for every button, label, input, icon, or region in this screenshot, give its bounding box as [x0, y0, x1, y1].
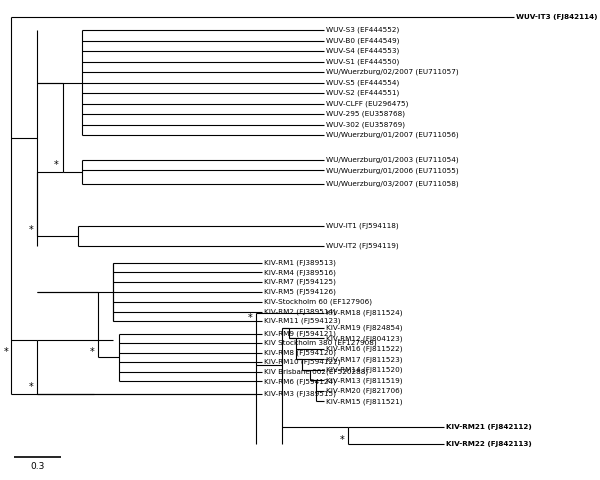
- Text: WUV-B0 (EF444549): WUV-B0 (EF444549): [326, 37, 400, 44]
- Text: 0.3: 0.3: [31, 462, 45, 471]
- Text: KIV Brisbane 002(EF520288): KIV Brisbane 002(EF520288): [264, 369, 368, 375]
- Text: *: *: [4, 347, 9, 357]
- Text: KIV-RM8 (FJ594120): KIV-RM8 (FJ594120): [264, 349, 336, 356]
- Text: KIV-RM17 (FJ811523): KIV-RM17 (FJ811523): [326, 356, 403, 362]
- Text: *: *: [248, 313, 253, 323]
- Text: WU/Wuerzburg/01/2003 (EU711054): WU/Wuerzburg/01/2003 (EU711054): [326, 156, 459, 163]
- Text: *: *: [29, 382, 34, 392]
- Text: WUV-S3 (EF444552): WUV-S3 (EF444552): [326, 27, 400, 33]
- Text: *: *: [340, 435, 345, 445]
- Text: WUV-S4 (EF444553): WUV-S4 (EF444553): [326, 48, 400, 54]
- Text: KIV-RM2 (FJ389514): KIV-RM2 (FJ389514): [264, 308, 336, 315]
- Text: KIV-RM13 (FJ811519): KIV-RM13 (FJ811519): [326, 377, 403, 384]
- Text: KIV-RM4 (FJ389516): KIV-RM4 (FJ389516): [264, 269, 336, 276]
- Text: *: *: [90, 347, 95, 357]
- Text: KIV-Stockholm 60 (EF127906): KIV-Stockholm 60 (EF127906): [264, 299, 372, 305]
- Text: KIV-RM1 (FJ389513): KIV-RM1 (FJ389513): [264, 260, 336, 266]
- Text: KIV-RM6 (FJ594124): KIV-RM6 (FJ594124): [264, 378, 336, 384]
- Text: KIV-RM10 (FJ594122): KIV-RM10 (FJ594122): [264, 359, 340, 365]
- Text: WUV-S1 (EF444550): WUV-S1 (EF444550): [326, 58, 400, 65]
- Text: KIV-RM5 (FJ594126): KIV-RM5 (FJ594126): [264, 288, 336, 295]
- Text: KIV-RM14 (FJ811520): KIV-RM14 (FJ811520): [326, 367, 403, 373]
- Text: WUV-IT3 (FJ842114): WUV-IT3 (FJ842114): [517, 13, 598, 20]
- Text: WUV-CLFF (EU296475): WUV-CLFF (EU296475): [326, 100, 409, 107]
- Text: KIV-RM3 (FJ389515): KIV-RM3 (FJ389515): [264, 390, 336, 397]
- Text: KIV-RM15 (FJ811521): KIV-RM15 (FJ811521): [326, 398, 403, 405]
- Text: KIV-RM21 (FJ842112): KIV-RM21 (FJ842112): [446, 424, 532, 430]
- Text: KIV-RM19 (FJ824854): KIV-RM19 (FJ824854): [326, 324, 403, 331]
- Text: WU/Wuerzburg/03/2007 (EU711058): WU/Wuerzburg/03/2007 (EU711058): [326, 180, 459, 187]
- Text: WUV-IT1 (FJ594118): WUV-IT1 (FJ594118): [326, 222, 399, 229]
- Text: WU/Wuerzburg/01/2007 (EU711056): WU/Wuerzburg/01/2007 (EU711056): [326, 132, 459, 138]
- Text: WU/Wuerzburg/02/2007 (EU711057): WU/Wuerzburg/02/2007 (EU711057): [326, 69, 459, 75]
- Text: KIV-RM18 (FJ811524): KIV-RM18 (FJ811524): [326, 309, 403, 316]
- Text: KIV-RM22 (FJ842113): KIV-RM22 (FJ842113): [446, 441, 532, 447]
- Text: KIV-RM20 (FJ821706): KIV-RM20 (FJ821706): [326, 387, 403, 394]
- Text: WUV-295 (EU358768): WUV-295 (EU358768): [326, 111, 406, 117]
- Text: *: *: [54, 159, 59, 169]
- Text: WUV-302 (EU358769): WUV-302 (EU358769): [326, 121, 406, 128]
- Text: *: *: [29, 225, 34, 235]
- Text: KIV-RM9 (FJ594121): KIV-RM9 (FJ594121): [264, 330, 336, 337]
- Text: KIV Stockholm 380 (EF127908): KIV Stockholm 380 (EF127908): [264, 340, 377, 347]
- Text: WU/Wuerzburg/01/2006 (EU711055): WU/Wuerzburg/01/2006 (EU711055): [326, 167, 459, 174]
- Text: KIV-RM7 (FJ594125): KIV-RM7 (FJ594125): [264, 279, 336, 285]
- Text: KIV-RM11 (FJ594123): KIV-RM11 (FJ594123): [264, 318, 340, 324]
- Text: KIV-RM16 (FJ811522): KIV-RM16 (FJ811522): [326, 346, 403, 352]
- Text: WUV-S5 (EF444554): WUV-S5 (EF444554): [326, 79, 400, 86]
- Text: WUV-S2 (EF444551): WUV-S2 (EF444551): [326, 90, 400, 96]
- Text: WUV-IT2 (FJ594119): WUV-IT2 (FJ594119): [326, 242, 399, 249]
- Text: KIV-RM12 (FJ804123): KIV-RM12 (FJ804123): [326, 335, 403, 342]
